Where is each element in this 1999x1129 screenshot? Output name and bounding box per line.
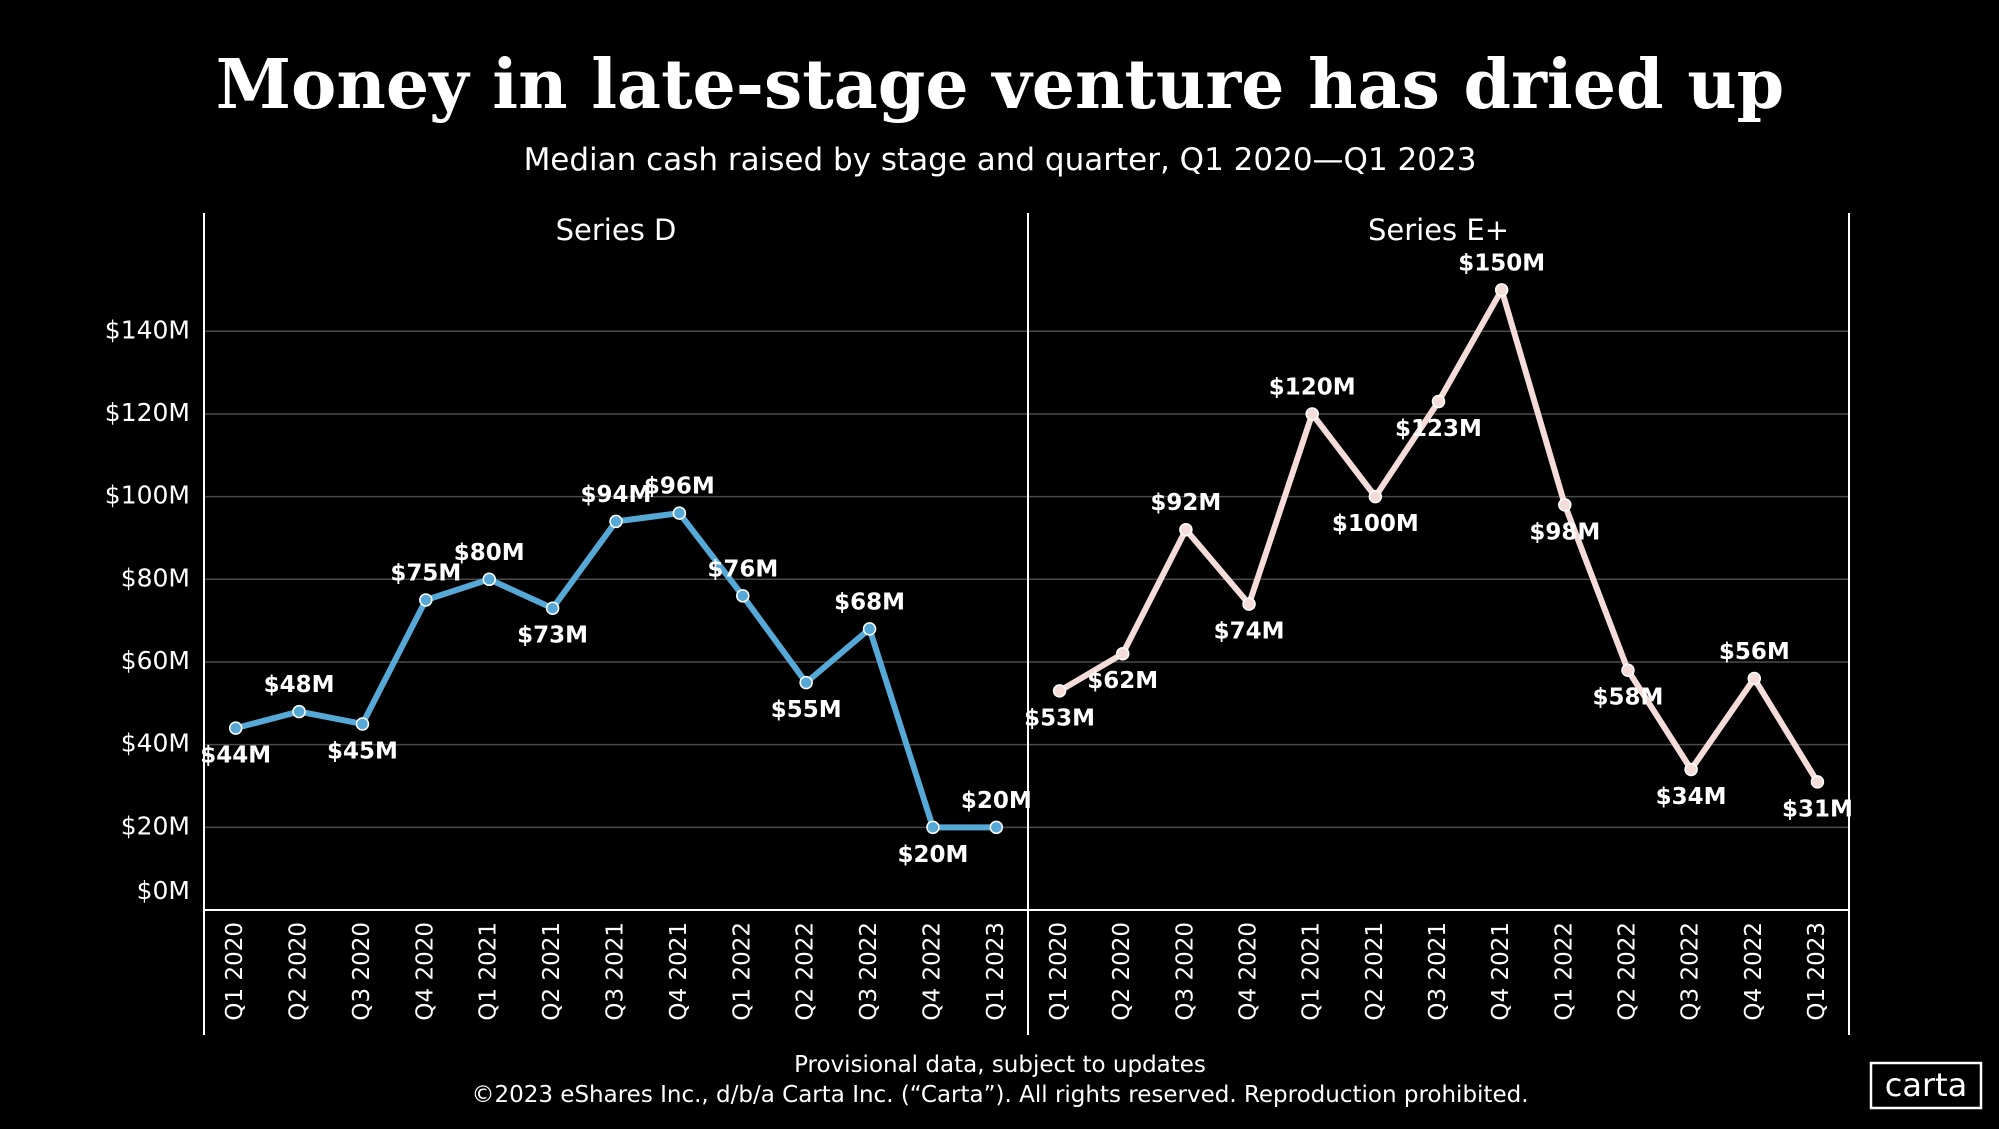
x-tick-label: Q2 2021 [539,922,565,1021]
x-tick-label: Q4 2022 [919,922,945,1021]
value-label: $123M [1395,416,1482,442]
x-tick-label: Q4 2020 [1236,922,1262,1021]
chart-title: Money in late-stage venture has dried up [216,45,1784,125]
point [1810,775,1825,789]
point [672,506,687,520]
value-label: $100M [1332,511,1419,537]
x-tick-label: Q2 2022 [793,922,819,1021]
point [1305,407,1319,421]
value-label: $62M [1087,668,1158,694]
point [862,622,877,636]
panel-title: Series D [556,213,677,247]
footnote: Provisional data, subject to updates [794,1052,1206,1078]
value-label: $55M [771,697,842,723]
point [292,704,306,719]
x-tick-label: Q2 2022 [1614,922,1640,1021]
value-label: $34M [1656,784,1727,810]
point [799,675,813,690]
x-tick-label: Q3 2020 [1172,922,1198,1021]
value-label: $80M [454,540,525,566]
point [1368,489,1383,504]
point [989,820,1004,835]
point [419,593,433,607]
y-tick-label: $40M [121,729,190,758]
y-tick-label: $140M [105,315,190,344]
value-label: $31M [1782,796,1853,822]
value-label: $75M [390,560,461,586]
x-tick-label: Q4 2020 [412,922,438,1021]
value-label: $56M [1719,639,1790,665]
y-tick-label: $80M [121,563,190,592]
value-label: $76M [707,556,778,582]
x-tick-label: Q1 2021 [1299,922,1325,1021]
value-label: $92M [1150,490,1221,516]
point [1684,762,1698,777]
value-label: $98M [1529,519,1600,545]
x-tick-label: Q1 2023 [1804,922,1830,1021]
x-tick-label: Q2 2020 [1109,922,1135,1021]
value-label: $44M [200,743,271,769]
x-tick-label: Q3 2020 [349,922,375,1021]
y-tick-label: $120M [105,398,190,427]
point [228,721,243,735]
x-tick-label: Q3 2022 [1678,922,1704,1021]
point [1747,671,1762,686]
value-label: $74M [1214,619,1285,645]
value-label: $20M [961,788,1032,814]
x-tick-label: Q3 2022 [856,922,882,1021]
point [1052,684,1067,698]
x-tick-label: Q1 2023 [983,922,1009,1021]
x-tick-label: Q1 2022 [729,922,755,1021]
value-label: $150M [1458,250,1545,276]
point [1558,498,1572,512]
value-label: $96M [644,474,715,500]
x-tick-label: Q2 2021 [1362,922,1388,1021]
x-tick-label: Q1 2022 [1551,922,1577,1021]
value-label: $53M [1024,705,1095,731]
point [545,601,560,615]
x-tick-label: Q2 2020 [286,922,312,1021]
copyright: ©2023 eShares Inc., d/b/a Carta Inc. (“C… [471,1082,1528,1108]
value-label: $120M [1269,374,1356,400]
value-label: $45M [327,738,398,764]
y-tick-label: $20M [121,811,190,840]
point [1242,597,1256,611]
point [1115,646,1130,661]
x-tick-label: Q1 2020 [1046,922,1072,1021]
value-label: $20M [897,842,968,868]
value-label: $73M [517,623,588,649]
x-tick-label: Q1 2021 [476,922,502,1021]
y-tick-label: $60M [121,646,190,675]
point [1431,394,1446,409]
x-tick-label: Q4 2022 [1741,922,1767,1021]
value-label: $68M [834,589,905,615]
x-tick-label: Q3 2021 [1425,922,1451,1021]
y-tick-label: $100M [105,481,190,510]
value-label: $48M [264,672,335,698]
point [926,820,940,835]
chart-subtitle: Median cash raised by stage and quarter,… [524,142,1477,178]
point [609,514,623,529]
x-tick-label: Q3 2021 [603,922,629,1021]
logo: carta [1885,1066,1968,1104]
point [1179,522,1193,537]
y-tick-label: $0M [137,876,190,905]
x-tick-label: Q1 2020 [222,922,248,1021]
value-label: $58M [1593,685,1664,711]
x-tick-label: Q4 2021 [1488,922,1514,1021]
x-tick-label: Q4 2021 [666,922,692,1021]
point [355,717,370,731]
value-label: $94M [581,482,652,508]
point [482,572,496,587]
logo-box [1869,1061,1983,1110]
point [736,589,750,603]
panel-title: Series E+ [1368,213,1509,247]
point [1621,663,1635,677]
point [1494,283,1509,297]
